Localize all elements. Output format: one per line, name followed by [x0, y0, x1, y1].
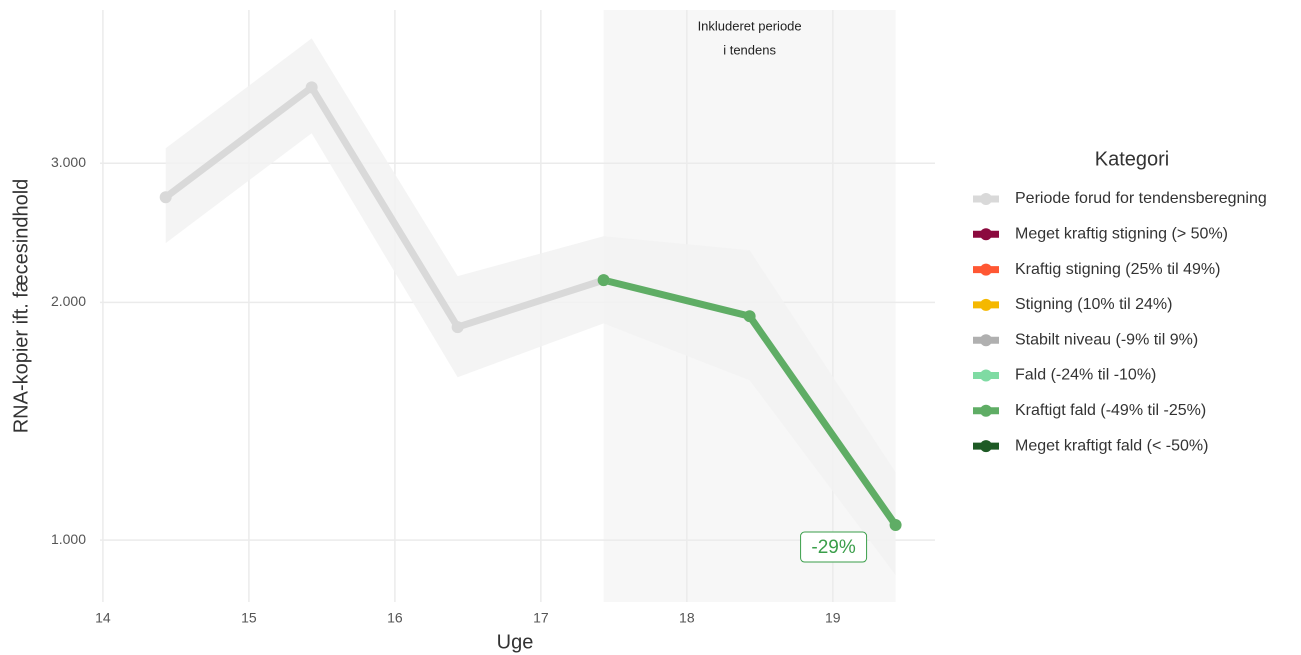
- legend-swatch-dot: [980, 263, 992, 276]
- x-tick-label: 19: [825, 610, 841, 626]
- y-tick-label: 1.000: [51, 531, 86, 547]
- highlight-label: i tendens: [723, 42, 776, 57]
- legend-swatch-dot: [980, 228, 992, 241]
- y-tick-label: 3.000: [51, 154, 86, 170]
- y-tick-label: 2.000: [51, 293, 86, 309]
- data-point: [305, 81, 318, 94]
- legend-label: Periode forud for tendensberegning: [1015, 190, 1267, 207]
- highlight-label: Inkluderet periode: [698, 18, 802, 33]
- data-point: [889, 519, 902, 532]
- x-tick-label: 14: [95, 610, 111, 626]
- legend-swatch-dot: [980, 404, 992, 417]
- data-point: [743, 310, 756, 323]
- series-line: [163, 83, 605, 331]
- data-point: [159, 191, 172, 204]
- x-tick-label: 17: [533, 610, 549, 626]
- x-tick-label: 18: [679, 610, 695, 626]
- legend-swatch-dot: [980, 298, 992, 311]
- legend-swatch-dot: [980, 369, 992, 382]
- x-tick-label: 15: [241, 610, 257, 626]
- annotation-label: -29%: [811, 537, 855, 558]
- legend-title: Kategori: [1095, 148, 1170, 170]
- legend-label: Kraftig stigning (25% til 49%): [1015, 261, 1220, 278]
- legend-label: Stabilt niveau (-9% til 9%): [1015, 331, 1198, 348]
- legend-swatch-dot: [980, 193, 992, 205]
- legend-label: Kraftigt fald (-49% til -25%): [1015, 402, 1206, 419]
- x-axis-title: Uge: [497, 631, 534, 653]
- y-axis-title: RNA-kopier ift. fæcesindhold: [10, 179, 32, 434]
- legend-label: Meget kraftig stigning (> 50%): [1015, 226, 1228, 243]
- legend-swatch-dot: [980, 440, 992, 453]
- data-point: [451, 321, 464, 334]
- legend-swatch-dot: [980, 334, 992, 347]
- legend-label: Fald (-24% til -10%): [1015, 367, 1156, 384]
- x-tick-label: 16: [387, 610, 403, 626]
- data-point: [597, 274, 610, 287]
- legend-label: Meget kraftigt fald (< -50%): [1015, 437, 1208, 454]
- annotation-box: [800, 531, 868, 563]
- legend-label: Stigning (10% til 24%): [1015, 296, 1172, 313]
